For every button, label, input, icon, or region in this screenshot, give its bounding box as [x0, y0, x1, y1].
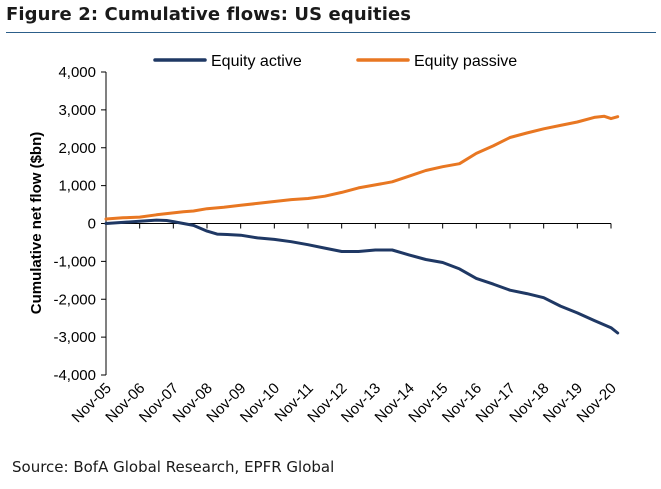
- figure-title: Figure 2: Cumulative flows: US equities: [6, 4, 412, 25]
- y-tick-label: 1,000: [58, 178, 96, 195]
- source-note: Source: BofA Global Research, EPFR Globa…: [12, 458, 335, 476]
- y-tick-label: -3,000: [53, 329, 96, 346]
- y-tick-label: 3,000: [58, 102, 96, 119]
- y-axis-label: Cumulative net flow ($bn): [28, 132, 45, 315]
- title-divider: [6, 32, 656, 33]
- legend-label-equity-active: Equity active: [211, 53, 302, 70]
- y-tick-label: 2,000: [58, 140, 96, 157]
- series-line-equity-active: [104, 218, 620, 335]
- y-tick-label: -1,000: [53, 253, 96, 270]
- y-tick-label: -4,000: [53, 367, 96, 384]
- series-line-equity-passive: [104, 114, 620, 221]
- y-tick-label: 4,000: [58, 64, 96, 81]
- chart-legend: Equity active Equity passive: [153, 53, 517, 70]
- chart-series: [104, 114, 620, 335]
- chart-axes: 4,000 3,000 2,000 1,000 0 -1,000 -2,000 -3,000 -…: [53, 64, 619, 426]
- y-tick-label: -2,000: [53, 291, 96, 308]
- legend-label-equity-passive: Equity passive: [414, 53, 517, 70]
- y-tick-label: 0: [88, 216, 96, 233]
